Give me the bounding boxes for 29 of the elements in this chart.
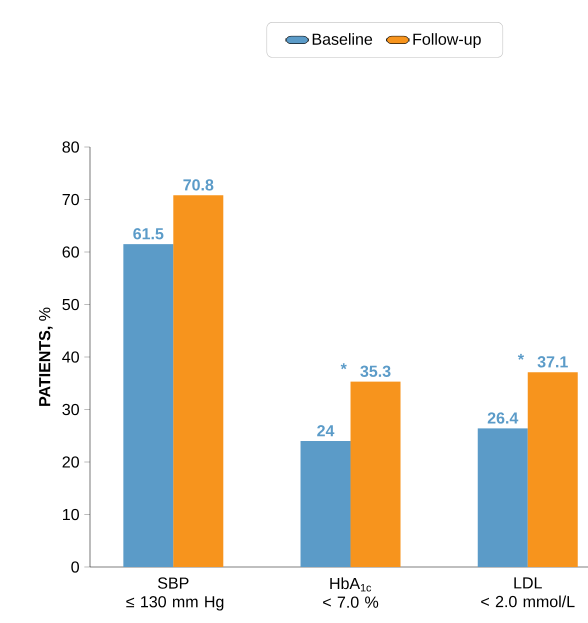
bar — [173, 195, 224, 567]
annotation: * — [340, 363, 347, 370]
y-tick-label: 20 — [62, 456, 79, 468]
y-tick-label: 10 — [62, 508, 79, 520]
data-label: 26.4 — [488, 412, 518, 424]
bar — [300, 441, 350, 567]
bar — [478, 428, 528, 567]
data-label: 61.5 — [133, 228, 164, 240]
y-tick-label: 40 — [62, 351, 79, 363]
x-tick-label: SBP ≤ 130 mm Hg — [126, 577, 224, 611]
legend-label: Follow-up — [413, 33, 481, 48]
data-label: 37.1 — [537, 356, 568, 368]
annotation: * — [518, 354, 524, 360]
y-tick-label: 60 — [62, 246, 79, 258]
legend-label: Baseline — [312, 33, 372, 45]
data-label: 24 — [317, 425, 334, 436]
bar — [350, 382, 400, 567]
data-label: 70.8 — [183, 179, 214, 191]
x-tick-label: HbA$_{1c}$ < 7.0 % — [322, 577, 378, 608]
y-tick-label: 0 — [71, 561, 79, 573]
y-tick-label: 50 — [62, 298, 79, 310]
bar — [123, 244, 174, 567]
y-axis-title: PATIENTS, % — [38, 308, 53, 406]
y-tick-label: 30 — [62, 404, 79, 416]
data-label: 35.3 — [360, 366, 390, 377]
y-tick-label: 70 — [62, 194, 79, 206]
bar — [528, 372, 578, 567]
y-tick-label: 80 — [62, 141, 79, 153]
x-tick-label: LDL < 2.0 mmol/L — [481, 577, 574, 608]
